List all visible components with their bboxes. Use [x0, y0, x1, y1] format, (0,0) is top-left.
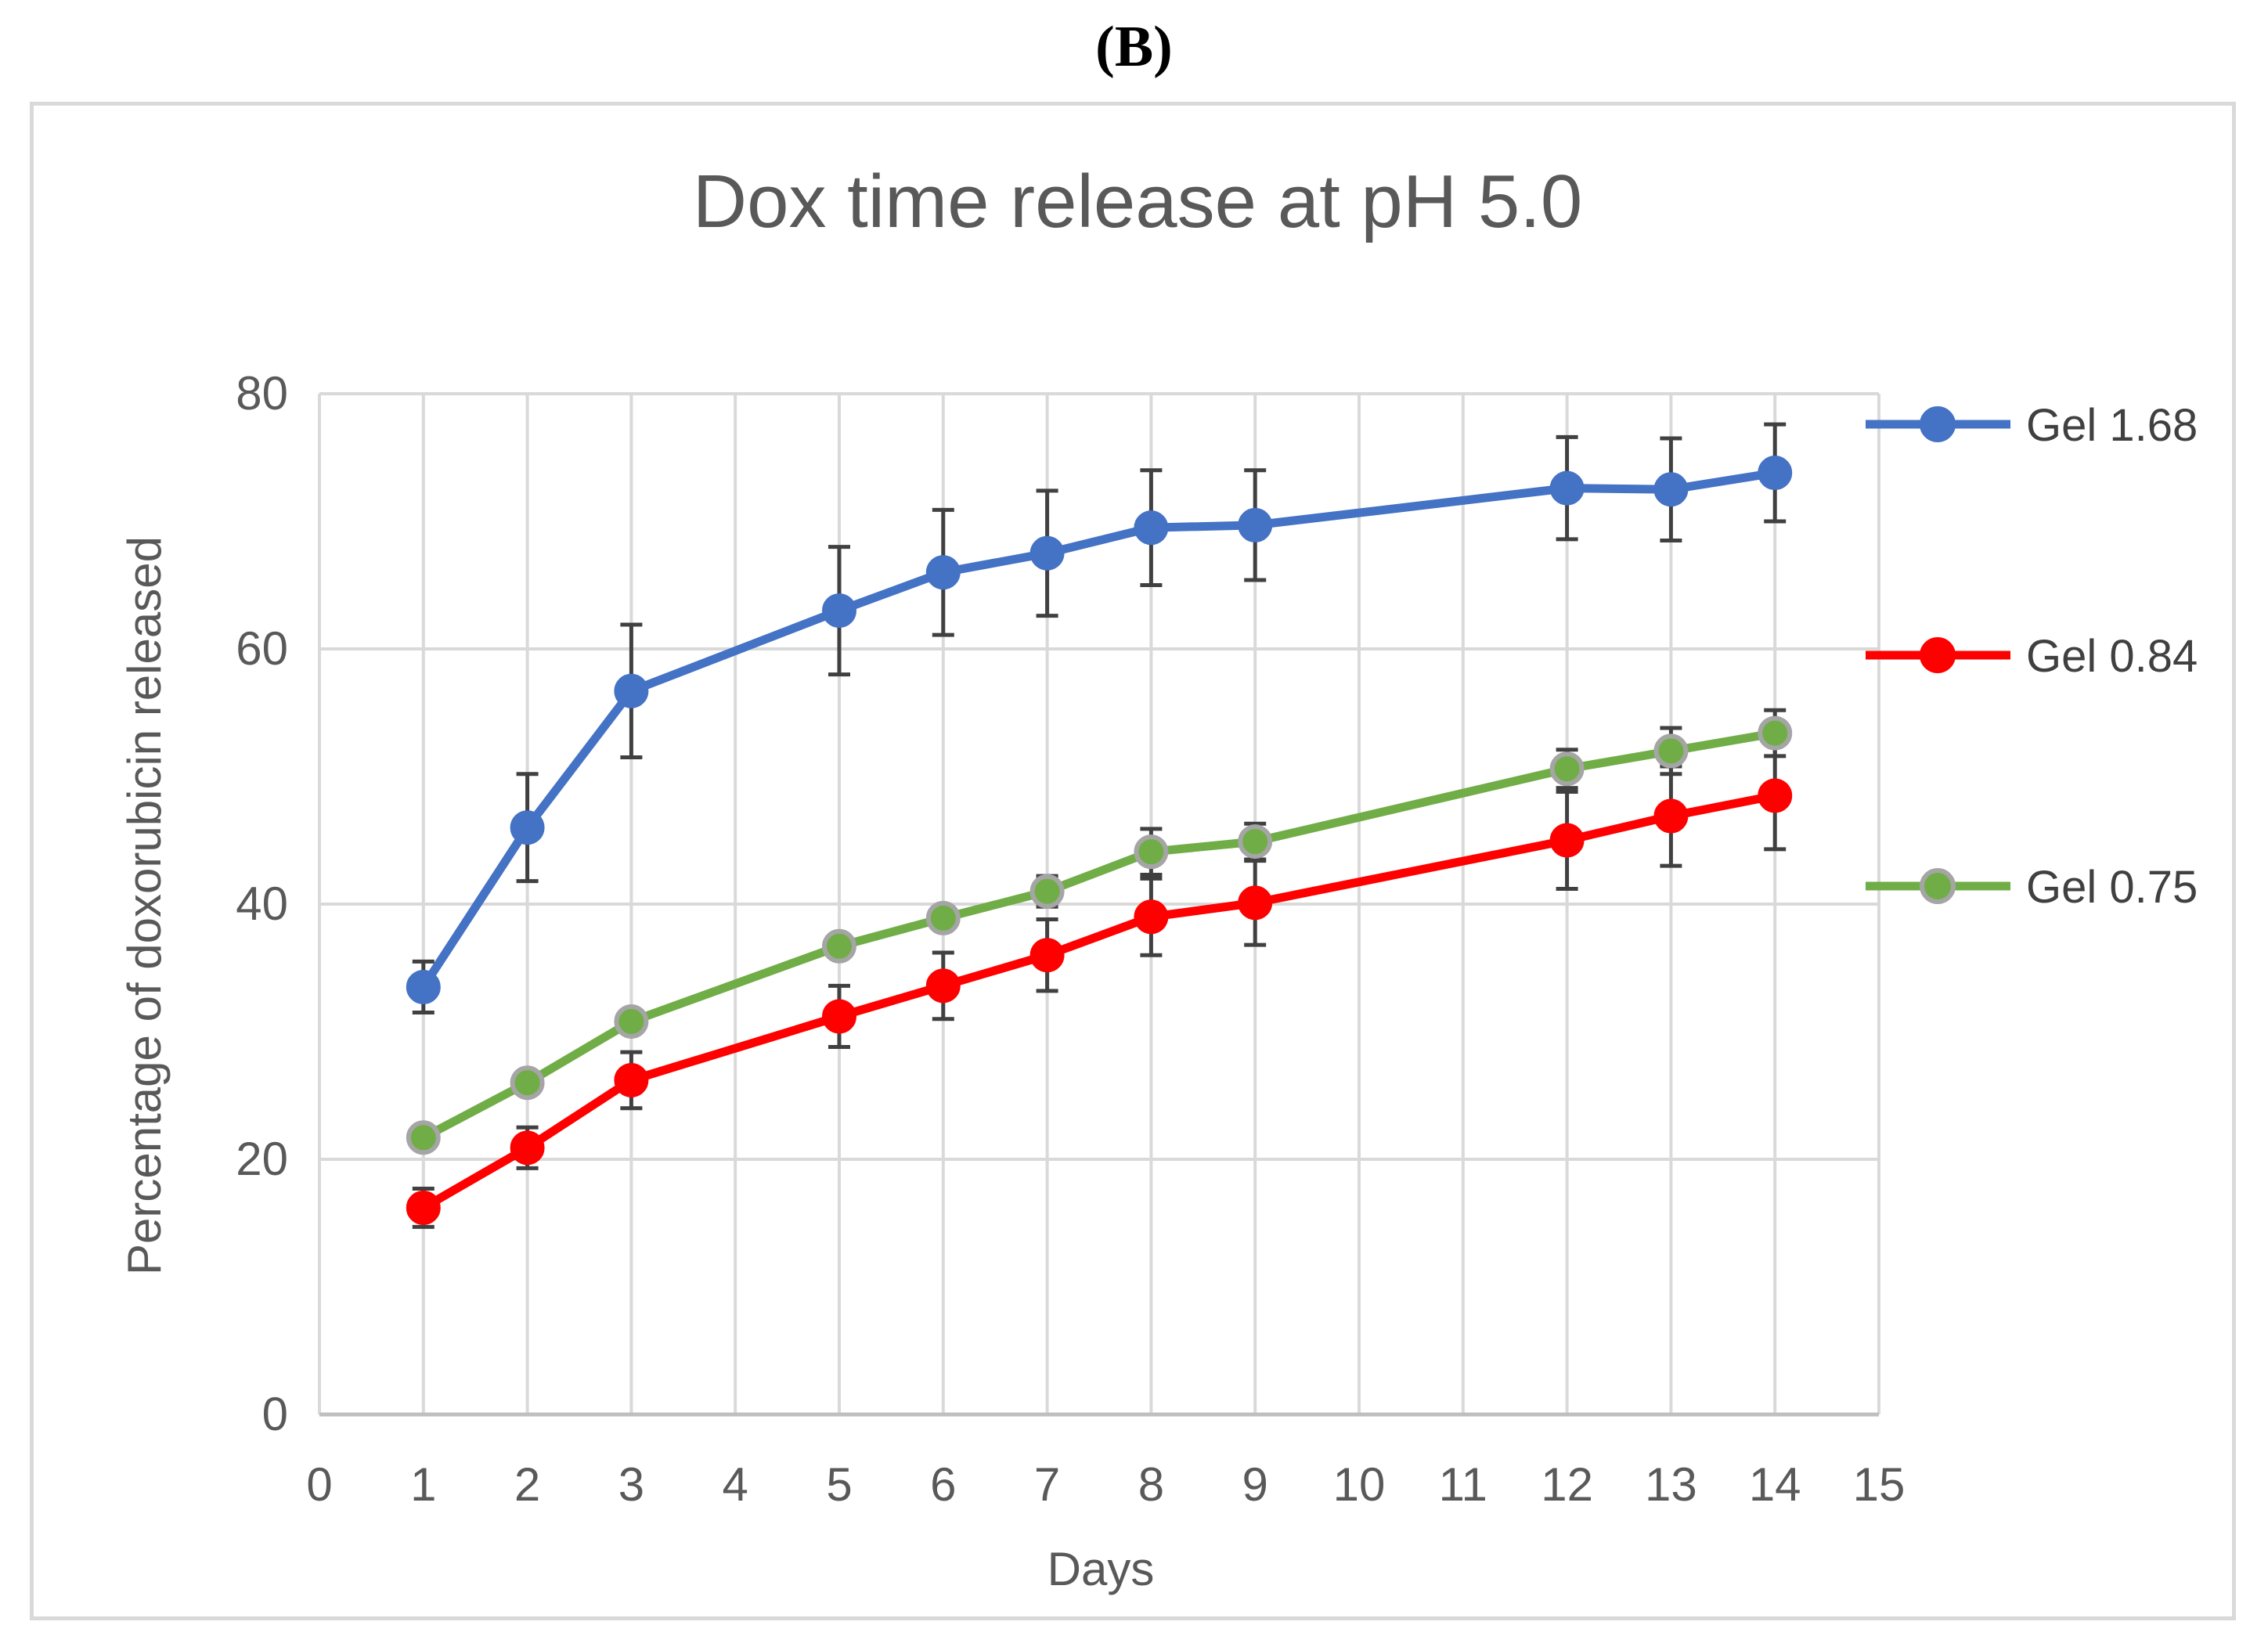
chart-svg: Dox time release at pH 5.0 0 1 2 3 4 5 6 7 8 9 10 1… — [118, 160, 2198, 1595]
data-point-gel-0-84 — [1029, 938, 1065, 973]
data-point-gel-0-84 — [822, 999, 856, 1034]
data-point-gel-1-68 — [1134, 510, 1169, 546]
data-point-gel-0-84 — [614, 1062, 649, 1097]
data-point-gel-0-75 — [1134, 834, 1169, 870]
legend: Gel 1.68 Gel 0.84 Gel 0.75 — [1866, 400, 2198, 913]
legend-marker-gel-0-75 — [1920, 868, 1956, 904]
data-point-gel-0-84 — [406, 1190, 441, 1225]
gridlines — [318, 392, 1880, 1416]
y-axis-label: Percentage of doxorubicin released — [118, 536, 171, 1275]
legend-label-gel-1-68: Gel 1.68 — [2026, 400, 2198, 451]
data-point-gel-0-75 — [1549, 751, 1585, 787]
data-point-gel-0-75 — [925, 900, 961, 935]
x-tick-label: 12 — [1541, 1458, 1593, 1511]
data-point-gel-1-68 — [1758, 456, 1793, 491]
x-axis-label: Days — [1047, 1543, 1155, 1595]
data-point-gel-1-68 — [925, 555, 961, 590]
data-point-gel-0-75 — [1238, 824, 1273, 859]
series-line-gel-1-68 — [420, 468, 1776, 989]
data-point-gel-0-84 — [1134, 899, 1169, 935]
y-tick-label: 80 — [236, 367, 288, 420]
x-tick-label: 7 — [1034, 1458, 1060, 1511]
legend-marker-gel-1-68 — [1920, 406, 1956, 442]
chart-title: Dox time release at pH 5.0 — [693, 160, 1583, 243]
data-point-gel-0-75 — [510, 1065, 545, 1101]
data-point-gel-0-75 — [614, 1004, 649, 1039]
data-point-gel-1-68 — [822, 593, 856, 629]
legend-label-gel-0-84: Gel 0.84 — [2026, 631, 2198, 682]
data-point-gel-1-68 — [406, 969, 441, 1004]
y-tick-label: 20 — [236, 1133, 288, 1185]
data-point-gel-0-84 — [510, 1130, 545, 1166]
data-point-gel-1-68 — [1653, 472, 1689, 507]
data-point-gel-0-84 — [1238, 885, 1273, 921]
data-point-gel-1-68 — [1238, 507, 1273, 542]
data-point-gel-0-75 — [406, 1120, 441, 1155]
x-tick-label: 13 — [1645, 1458, 1697, 1511]
series-line-gel-0-84 — [421, 791, 1776, 1212]
data-point-gel-0-84 — [925, 968, 961, 1004]
x-tick-label: 15 — [1853, 1458, 1906, 1511]
x-tick-label: 2 — [514, 1458, 540, 1511]
data-point-gel-1-68 — [614, 673, 649, 708]
data-point-gel-0-75 — [822, 928, 856, 964]
legend-marker-gel-0-84 — [1920, 637, 1956, 673]
data-point-gel-0-75 — [1653, 733, 1689, 769]
y-tick-label: 40 — [236, 877, 288, 930]
x-tick-label: 10 — [1333, 1458, 1386, 1511]
y-tick-label: 0 — [262, 1388, 288, 1440]
data-point-gel-0-84 — [1758, 778, 1793, 813]
x-tick-label: 14 — [1749, 1458, 1801, 1511]
x-tick-label: 11 — [1439, 1458, 1487, 1511]
x-tick-label: 4 — [723, 1458, 748, 1511]
x-tick-label: 8 — [1138, 1458, 1164, 1511]
data-point-gel-1-68 — [510, 810, 545, 845]
data-point-gel-0-75 — [1029, 874, 1065, 909]
x-tick-label: 5 — [826, 1458, 852, 1511]
data-point-gel-1-68 — [1549, 470, 1585, 506]
series — [406, 456, 1793, 1225]
x-tick-label: 9 — [1242, 1458, 1268, 1511]
y-tick-label: 60 — [236, 622, 288, 675]
data-point-gel-0-75 — [1758, 715, 1793, 751]
chart-frame: Dox time release at pH 5.0 0 1 2 3 4 5 6 7 8 9 10 1… — [30, 102, 2236, 1620]
data-point-gel-1-68 — [1029, 535, 1065, 571]
data-point-gel-0-84 — [1653, 798, 1689, 834]
x-tick-label: 6 — [930, 1458, 956, 1511]
x-tick-label: 1 — [410, 1458, 436, 1511]
legend-label-gel-0-75: Gel 0.75 — [2026, 862, 2198, 913]
x-tick-label: 3 — [618, 1458, 644, 1511]
panel-label: (B) — [1095, 15, 1173, 79]
x-tick-label: 0 — [306, 1458, 332, 1511]
data-point-gel-0-84 — [1549, 823, 1585, 858]
